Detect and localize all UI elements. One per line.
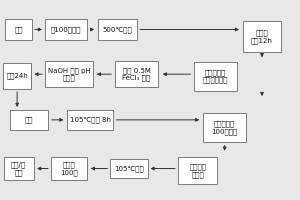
Text: 105℃烘干: 105℃烘干 — [114, 165, 144, 172]
Bar — [98, 19, 136, 40]
Bar — [46, 61, 93, 87]
Text: 粉碎: 粉碎 — [14, 26, 23, 33]
Text: 蒸馏水洗涤
至中性、压濾: 蒸馏水洗涤 至中性、压濾 — [203, 69, 228, 83]
Bar — [203, 113, 246, 142]
Text: 加入 0.5M
FeCl₃ 溶液: 加入 0.5M FeCl₃ 溶液 — [122, 67, 151, 81]
Text: 冷却粉碎过
100目筛网: 冷却粉碎过 100目筛网 — [212, 121, 238, 135]
Bar — [5, 19, 32, 40]
Text: NaOH 调节 pH
至中性: NaOH 调节 pH 至中性 — [48, 67, 91, 81]
Bar — [194, 62, 237, 91]
Bar — [3, 63, 31, 89]
Text: 吸附/钝
化剂: 吸附/钝 化剂 — [11, 161, 26, 176]
Text: 105℃烘干 8h: 105℃烘干 8h — [70, 117, 111, 123]
Bar — [110, 159, 148, 178]
Bar — [67, 110, 113, 130]
Bar — [4, 157, 34, 180]
Bar — [52, 157, 87, 180]
Bar — [10, 110, 49, 130]
Bar — [46, 19, 87, 40]
Text: 过100目筛网: 过100目筛网 — [51, 26, 82, 33]
Bar — [178, 157, 217, 184]
Text: 压濾: 压濾 — [25, 117, 33, 123]
Text: 500℃炭化: 500℃炭化 — [102, 26, 132, 33]
Bar — [243, 21, 281, 52]
Text: 反应24h: 反应24h — [6, 73, 28, 79]
Text: 粉碎至
100目: 粉碎至 100目 — [61, 161, 78, 176]
Text: 纯水洗涤
至中性: 纯水洗涤 至中性 — [189, 163, 206, 178]
Bar — [115, 61, 158, 87]
Text: 稀盐酸
搅拌12h: 稀盐酸 搅拌12h — [251, 29, 273, 44]
